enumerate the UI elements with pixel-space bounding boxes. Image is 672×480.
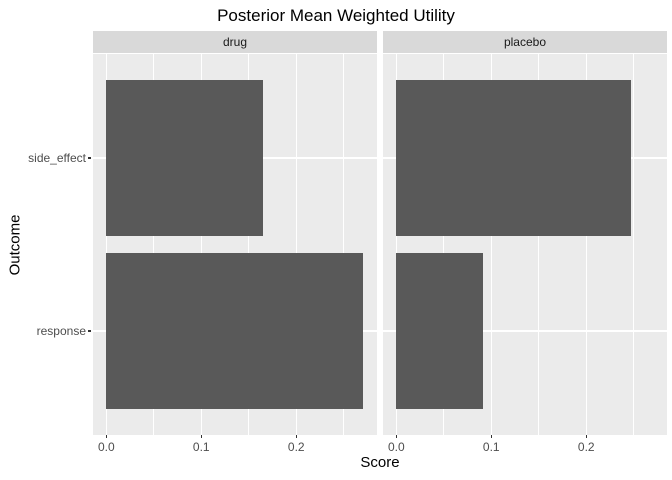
x-tick [200,435,202,438]
bar-drug-response [106,253,363,410]
x-tick [395,435,397,438]
x-tick-label: 0.2 [287,440,305,454]
gridline-minor-x [343,54,345,435]
facet-strip-placebo: placebo [383,31,667,53]
gridline-minor-x [633,54,635,435]
facet-panel-placebo [383,54,667,435]
facet-panel-drug [93,54,377,435]
x-tick [585,435,587,438]
gridline-major-x [295,54,297,435]
x-tick-label: 0.2 [577,440,595,454]
x-tick-label: 0.1 [482,440,500,454]
gridline-major-x [105,54,108,435]
facet-strip-drug: drug [93,31,377,53]
plot-title: Posterior Mean Weighted Utility [217,6,455,25]
gridline-major-x [395,54,398,435]
y-axis-title: Outcome [6,214,24,276]
bar-placebo-side_effect [396,79,631,236]
x-tick [105,435,107,438]
x-tick [295,435,297,438]
x-tick-label: 0.1 [192,440,210,454]
gridline-minor-x [538,54,540,435]
y-tick [88,157,91,159]
gridline-major-x [490,54,493,435]
x-tick-label: 0.0 [97,440,115,454]
bar-placebo-response [396,253,483,410]
gridline-major-x [585,54,587,435]
x-tick [490,435,492,438]
bar-drug-side_effect [106,79,264,236]
y-tick-label: response [36,324,86,339]
gridline-minor-x [248,54,250,435]
x-axis-title: Score [360,454,400,471]
gridline-minor-x [153,54,155,435]
y-tick [88,330,91,332]
x-tick-label: 0.0 [387,440,405,454]
y-tick-label: side_effect [28,150,86,165]
gridline-major-x [200,54,203,435]
gridline-minor-x [443,54,445,435]
gridline-major-y [383,330,667,333]
